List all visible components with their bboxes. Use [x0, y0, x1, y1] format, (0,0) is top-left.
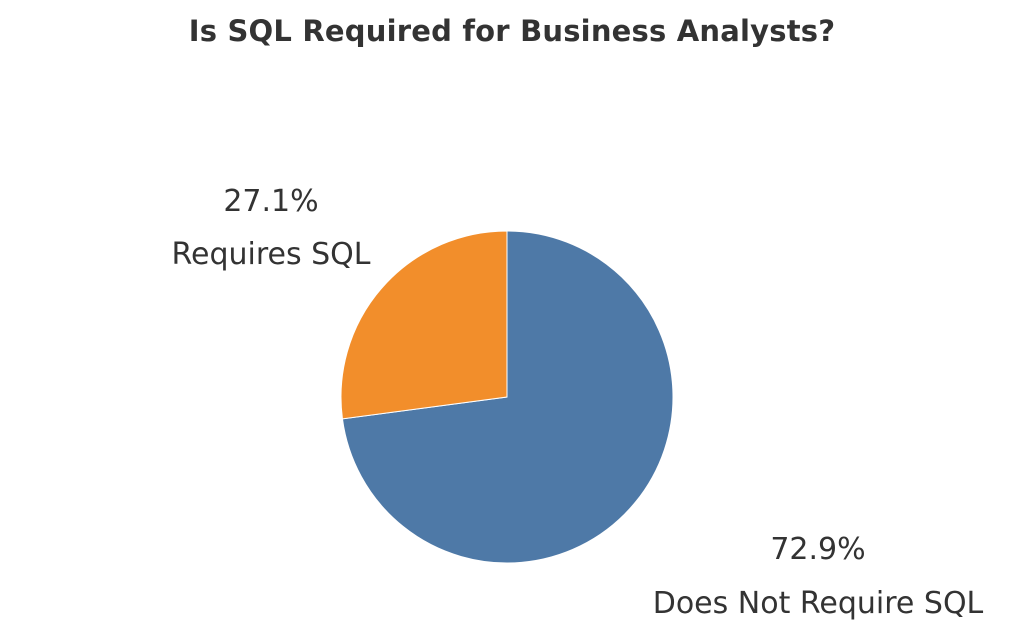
pie-slice-requires-sql — [340, 230, 508, 420]
slice-name-label-does-not-require-sql: Does Not Require SQL — [653, 586, 984, 621]
slice-name-label-requires-sql: Requires SQL — [171, 237, 370, 272]
pie-slice-does-not-require-sql — [341, 230, 674, 564]
chart-title: Is SQL Required for Business Analysts? — [188, 14, 836, 48]
slice-percent-label-does-not-require-sql: 72.9% — [770, 532, 865, 567]
slice-percent-label-requires-sql: 27.1% — [223, 184, 318, 219]
pie-slices — [340, 230, 674, 564]
